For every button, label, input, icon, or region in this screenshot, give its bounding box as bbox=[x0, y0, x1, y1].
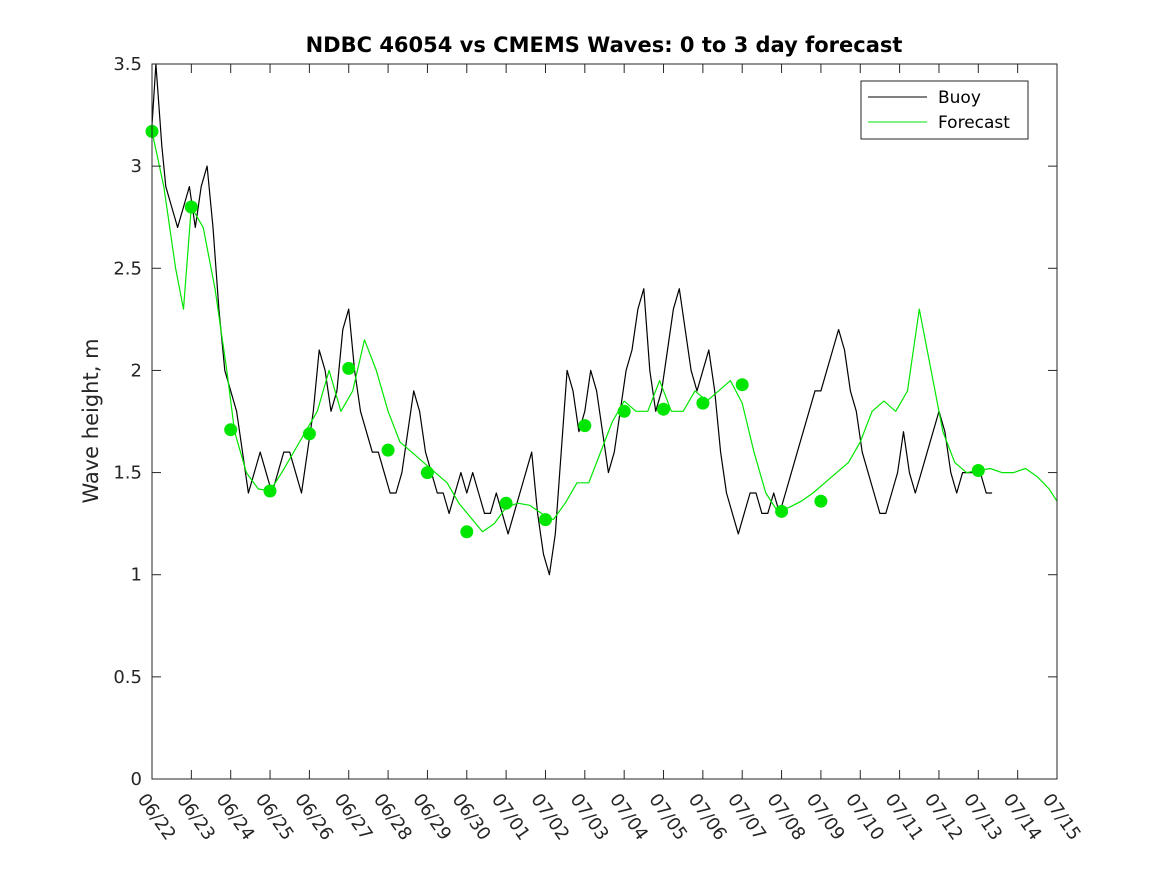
legend: Buoy Forecast bbox=[860, 80, 1029, 140]
forecast-marker bbox=[499, 496, 513, 510]
forecast-marker bbox=[578, 419, 592, 433]
forecast-marker bbox=[460, 525, 474, 539]
forecast-marker bbox=[342, 361, 356, 375]
forecast-marker bbox=[224, 423, 238, 437]
legend-forecast-label: Forecast bbox=[938, 113, 1010, 133]
plot-area bbox=[152, 64, 1057, 779]
forecast-marker bbox=[814, 494, 828, 508]
series-line-buoy bbox=[151, 63, 993, 576]
y-tick-label: 2 bbox=[131, 360, 142, 381]
forecast-marker bbox=[971, 464, 985, 477]
y-tick-label: 2.5 bbox=[113, 258, 142, 279]
forecast-marker bbox=[263, 484, 277, 498]
series-line-forecast bbox=[151, 131, 1058, 533]
y-tick-label: 1.5 bbox=[113, 463, 142, 484]
forecast-marker bbox=[775, 504, 789, 518]
forecast-marker bbox=[184, 200, 198, 214]
forecast-marker bbox=[657, 402, 670, 416]
series-layer bbox=[151, 63, 1058, 576]
chart-title: NDBC 46054 vs CMEMS Waves: 0 to 3 day fo… bbox=[306, 33, 903, 57]
y-tick-label: 1 bbox=[131, 565, 142, 586]
forecast-marker bbox=[381, 443, 395, 457]
forecast-marker bbox=[420, 466, 434, 480]
forecast-marker bbox=[302, 427, 316, 441]
y-tick-label: 0 bbox=[131, 769, 142, 790]
axes-box bbox=[151, 63, 1058, 780]
y-tick-label: 3 bbox=[131, 156, 142, 177]
y-tick-label: 3.5 bbox=[113, 54, 142, 75]
forecast-marker bbox=[735, 378, 749, 392]
forecast-marker bbox=[539, 513, 552, 527]
legend-buoy-label: Buoy bbox=[938, 88, 981, 108]
forecast-marker bbox=[696, 396, 710, 410]
y-axis-label: Wave height, m bbox=[79, 338, 103, 503]
forecast-marker bbox=[617, 404, 631, 418]
y-tick-label: 0.5 bbox=[113, 667, 142, 688]
